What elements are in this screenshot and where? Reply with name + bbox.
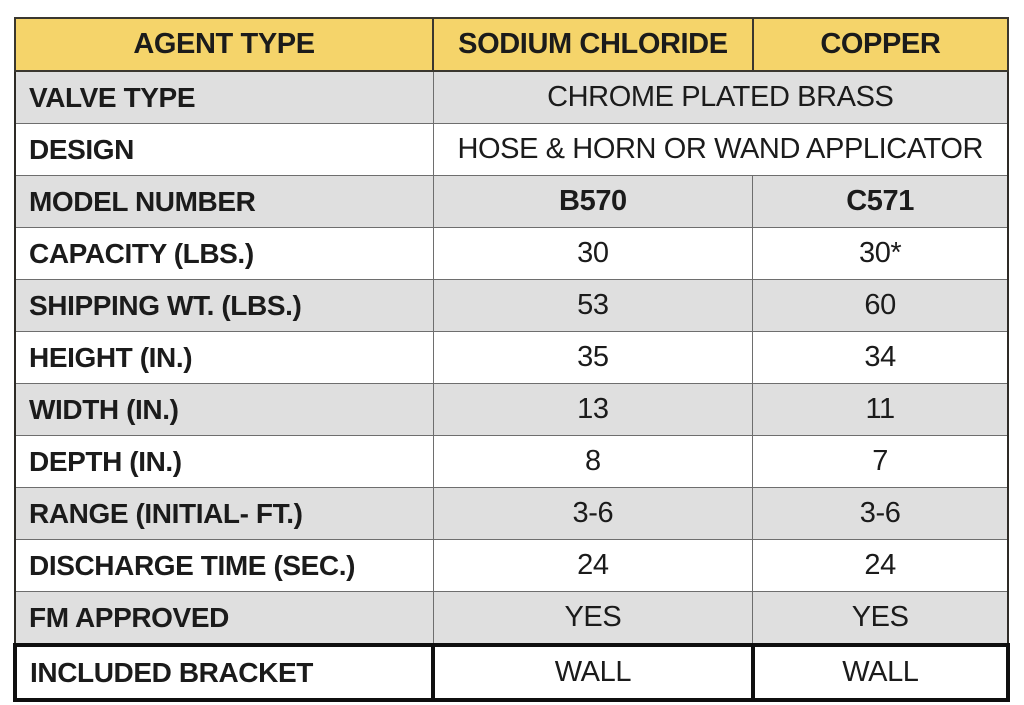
included-bracket-sodium-chloride: WALL [431, 643, 755, 702]
width-sodium-chloride: 13 [432, 383, 754, 436]
row-fm-approved: FM APPROVED YES YES [14, 591, 1009, 646]
range-sodium-chloride: 3-6 [432, 487, 754, 540]
included-bracket-copper: WALL [750, 643, 1011, 702]
width-copper: 11 [752, 383, 1009, 436]
model-number-copper: C571 [752, 175, 1009, 228]
shipping-weight-sodium-chloride: 53 [432, 279, 754, 332]
design-value: HOSE & HORN OR WAND APPLICATOR [432, 123, 1009, 176]
height-copper: 34 [752, 331, 1009, 384]
valve-type-value: CHROME PLATED BRASS [432, 70, 1009, 124]
width-label: WIDTH (IN.) [14, 383, 434, 436]
row-shipping-weight: SHIPPING WT. (LBS.) 53 60 [14, 279, 1009, 332]
shipping-weight-copper: 60 [752, 279, 1009, 332]
depth-sodium-chloride: 8 [432, 435, 754, 488]
header-sodium-chloride: SODIUM CHLORIDE [432, 17, 754, 72]
capacity-label: CAPACITY (LBS.) [14, 227, 434, 280]
fm-approved-label: FM APPROVED [14, 591, 434, 646]
row-discharge-time: DISCHARGE TIME (SEC.) 24 24 [14, 539, 1009, 592]
row-valve-type: VALVE TYPE CHROME PLATED BRASS [14, 70, 1009, 124]
model-number-sodium-chloride: B570 [432, 175, 754, 228]
row-height: HEIGHT (IN.) 35 34 [14, 331, 1009, 384]
row-model-number: MODEL NUMBER B570 C571 [14, 175, 1009, 228]
row-included-bracket: INCLUDED BRACKET WALL WALL [12, 643, 1011, 702]
included-bracket-label: INCLUDED BRACKET [12, 643, 436, 702]
design-label: DESIGN [14, 123, 434, 176]
height-sodium-chloride: 35 [432, 331, 754, 384]
depth-copper: 7 [752, 435, 1009, 488]
range-copper: 3-6 [752, 487, 1009, 540]
row-capacity: CAPACITY (LBS.) 30 30* [14, 227, 1009, 280]
fm-approved-sodium-chloride: YES [432, 591, 754, 646]
height-label: HEIGHT (IN.) [14, 331, 434, 384]
extinguisher-spec-table: AGENT TYPE SODIUM CHLORIDE COPPER VALVE … [12, 17, 1011, 702]
depth-label: DEPTH (IN.) [14, 435, 434, 488]
capacity-copper: 30* [752, 227, 1009, 280]
fm-approved-copper: YES [752, 591, 1009, 646]
capacity-sodium-chloride: 30 [432, 227, 754, 280]
discharge-time-copper: 24 [752, 539, 1009, 592]
header-row: AGENT TYPE SODIUM CHLORIDE COPPER [13, 17, 1010, 72]
range-label: RANGE (INITIAL- FT.) [14, 487, 434, 540]
row-range: RANGE (INITIAL- FT.) 3-6 3-6 [14, 487, 1009, 540]
discharge-time-label: DISCHARGE TIME (SEC.) [14, 539, 434, 592]
row-design: DESIGN HOSE & HORN OR WAND APPLICATOR [14, 123, 1009, 176]
valve-type-label: VALVE TYPE [14, 70, 434, 124]
row-width: WIDTH (IN.) 13 11 [14, 383, 1009, 436]
header-agent-type: AGENT TYPE [13, 17, 435, 72]
row-depth: DEPTH (IN.) 8 7 [14, 435, 1009, 488]
shipping-weight-label: SHIPPING WT. (LBS.) [14, 279, 434, 332]
model-number-label: MODEL NUMBER [14, 175, 434, 228]
header-copper: COPPER [751, 17, 1010, 72]
discharge-time-sodium-chloride: 24 [432, 539, 754, 592]
